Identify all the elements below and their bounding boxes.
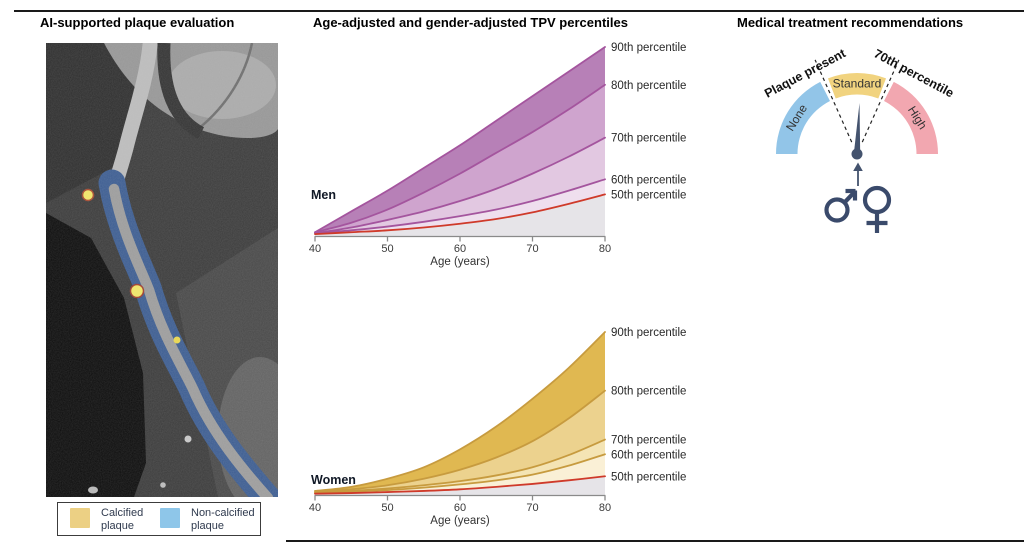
men-tpv-percentile-chart: 40 50 60 70 80 Age (years) Men 90th percentile 8… xyxy=(305,40,717,280)
x-tick-label: 70 xyxy=(526,243,538,255)
percentile-label: 80th percentile xyxy=(611,80,686,92)
plaque-legend: Calcified plaque Non-calcified plaque xyxy=(57,502,261,536)
percentile-curve xyxy=(314,331,606,492)
gauge-needle xyxy=(853,103,861,154)
percentile-label: 80th percentile xyxy=(611,386,686,398)
percentile-curve xyxy=(314,475,606,495)
percentile-band xyxy=(315,137,605,234)
women-group-label: Women xyxy=(311,473,356,487)
x-tick-label: 40 xyxy=(309,243,321,255)
gauge-segment-label: Standard xyxy=(833,77,882,91)
percentile-label: 60th percentile xyxy=(611,174,686,186)
x-axis-title: Age (years) xyxy=(430,515,490,527)
bottom-rule xyxy=(286,540,1024,542)
percentile-label: 50th percentile xyxy=(611,189,686,201)
gauge-pivot xyxy=(851,148,863,160)
men-group-label: Men xyxy=(311,188,336,202)
x-axis-title: Age (years) xyxy=(430,256,490,268)
x-tick-label: 60 xyxy=(454,243,466,255)
x-tick-label: 70 xyxy=(526,502,538,514)
left-panel-title: AI-supported plaque evaluation xyxy=(40,15,235,30)
ct-noise-texture xyxy=(46,43,278,497)
top-rule xyxy=(14,10,1024,12)
calcified-swatch xyxy=(70,508,90,528)
legend-item-non-calcified: Non-calcified plaque xyxy=(160,507,263,533)
ct-angiogram-svg xyxy=(46,43,278,497)
treatment-gauge: None Standard High Plaque present 70th perce… xyxy=(737,40,997,245)
percentile-curve xyxy=(314,46,606,234)
x-tick-label: 50 xyxy=(381,243,393,255)
right-panel-title: Medical treatment recommendations xyxy=(737,15,964,30)
percentile-curve xyxy=(314,389,606,493)
x-tick-label: 80 xyxy=(599,243,611,255)
percentile-curve xyxy=(314,193,606,236)
gauge-segment-high xyxy=(884,81,938,154)
legend-label: Non-calcified plaque xyxy=(191,507,255,533)
x-tick-label: 50 xyxy=(381,502,393,514)
percentile-curve xyxy=(314,83,606,234)
percentile-band xyxy=(315,84,605,234)
middle-panel-title: Age-adjusted and gender-adjusted TPV per… xyxy=(313,15,628,30)
percentile-band xyxy=(315,476,605,495)
women-chart-svg: 40 50 60 70 80 Age (years) Women 90th percentil… xyxy=(309,327,687,527)
percentile-label: 90th percentile xyxy=(611,327,686,339)
arrow-up-icon xyxy=(853,162,863,186)
ct-angiogram-image xyxy=(46,43,278,497)
gauge-segment-standard xyxy=(827,73,887,99)
percentile-band xyxy=(315,332,605,492)
percentile-label: 90th percentile xyxy=(611,42,686,54)
percentile-curve xyxy=(314,136,606,235)
non-calcified-swatch xyxy=(160,508,180,528)
threshold-dashed-line xyxy=(861,59,900,143)
x-tick-label: 60 xyxy=(454,502,466,514)
percentile-label: 60th percentile xyxy=(611,449,686,461)
percentile-label: 50th percentile xyxy=(611,471,686,483)
women-tpv-percentile-chart: 40 50 60 70 80 Age (years) Women 90th percentil… xyxy=(305,300,717,546)
legend-label: Calcified plaque xyxy=(101,507,144,533)
female-icon xyxy=(862,185,892,233)
x-tick-label: 80 xyxy=(599,502,611,514)
legend-item-calcified: Calcified plaque xyxy=(70,507,151,533)
percentile-band xyxy=(315,194,605,236)
x-tick-label: 40 xyxy=(309,502,321,514)
threshold-dashed-line xyxy=(814,59,853,143)
percentile-band xyxy=(315,439,605,494)
percentile-label: 70th percentile xyxy=(611,435,686,447)
percentile-curve xyxy=(314,453,606,494)
percentile-label: 70th percentile xyxy=(611,133,686,145)
men-chart-svg: 40 50 60 70 80 Age (years) Men 90th percentile 8… xyxy=(309,42,687,268)
percentile-curve xyxy=(314,178,606,235)
male-icon xyxy=(824,188,858,223)
percentile-curve xyxy=(314,438,606,494)
gauge-segment-none xyxy=(776,81,830,154)
